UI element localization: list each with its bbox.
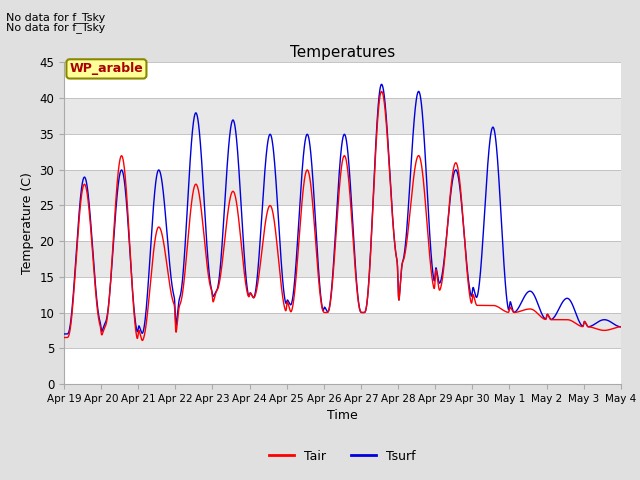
Text: WP_arable: WP_arable [70,62,143,75]
Bar [64,241,621,277]
X-axis label: Time: Time [327,409,358,422]
Bar [64,98,621,134]
Bar [64,62,621,98]
Bar [64,205,621,241]
Y-axis label: Temperature (C): Temperature (C) [21,172,34,274]
Bar [64,134,621,169]
Text: No data for f_Tsky: No data for f_Tsky [6,22,106,33]
Title: Temperatures: Temperatures [290,45,395,60]
Bar [64,169,621,205]
Legend: Tair, Tsurf: Tair, Tsurf [264,445,420,468]
Text: No data for f_Tsky: No data for f_Tsky [6,12,106,23]
Bar [64,277,621,312]
Bar [64,312,621,348]
Bar [64,348,621,384]
